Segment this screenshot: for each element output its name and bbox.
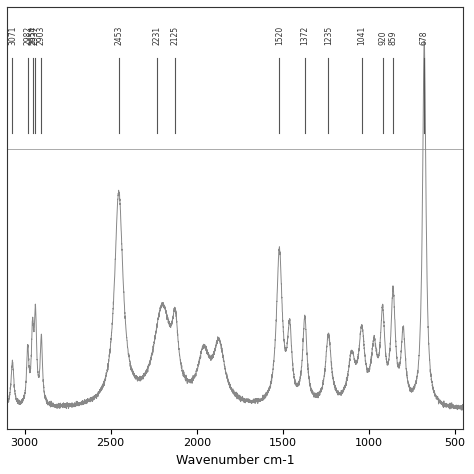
Text: 1520: 1520 [275,26,284,45]
Text: 1372: 1372 [301,26,310,45]
Text: 2903: 2903 [37,26,46,45]
Text: 3071: 3071 [8,26,17,45]
Text: 2231: 2231 [153,26,162,45]
Text: 2125: 2125 [171,26,180,45]
Text: 2954: 2954 [28,26,37,45]
Text: 2453: 2453 [114,26,123,45]
Text: 2937: 2937 [31,26,40,45]
Text: 1041: 1041 [357,26,366,45]
X-axis label: Wavenumber cm-1: Wavenumber cm-1 [176,454,295,467]
Text: 920: 920 [378,30,387,45]
Text: 1235: 1235 [324,26,333,45]
Text: 2982: 2982 [23,26,32,45]
Text: 678: 678 [420,30,429,45]
Text: 859: 859 [389,30,398,45]
